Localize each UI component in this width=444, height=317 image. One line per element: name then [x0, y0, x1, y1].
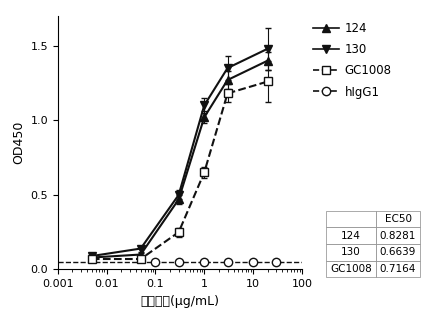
hIgG1	[225, 260, 230, 264]
130	[176, 193, 181, 197]
Line: hIgG1: hIgG1	[151, 258, 281, 266]
hIgG1	[250, 260, 256, 264]
GC1008	[176, 230, 181, 234]
X-axis label: 抗体浓度(μg/mL): 抗体浓度(μg/mL)	[140, 295, 219, 308]
hIgG1	[176, 260, 181, 264]
124	[225, 78, 230, 82]
124	[138, 253, 143, 256]
130	[202, 103, 207, 107]
hIgG1	[274, 260, 279, 264]
130	[265, 47, 270, 51]
124	[265, 59, 270, 62]
GC1008	[225, 92, 230, 95]
124	[202, 115, 207, 119]
hIgG1	[153, 260, 158, 264]
GC1008	[89, 257, 95, 261]
Line: GC1008: GC1008	[88, 77, 272, 263]
Legend: 124, 130, GC1008, hIgG1: 124, 130, GC1008, hIgG1	[313, 22, 392, 99]
130	[89, 254, 95, 258]
GC1008	[138, 257, 143, 261]
Line: 130: 130	[88, 44, 272, 260]
124	[176, 197, 181, 201]
Line: 124: 124	[88, 56, 272, 262]
hIgG1	[202, 260, 207, 264]
130	[225, 66, 230, 70]
Y-axis label: OD450: OD450	[12, 121, 25, 164]
GC1008	[265, 80, 270, 83]
124	[89, 256, 95, 259]
GC1008	[202, 171, 207, 174]
130	[138, 247, 143, 250]
